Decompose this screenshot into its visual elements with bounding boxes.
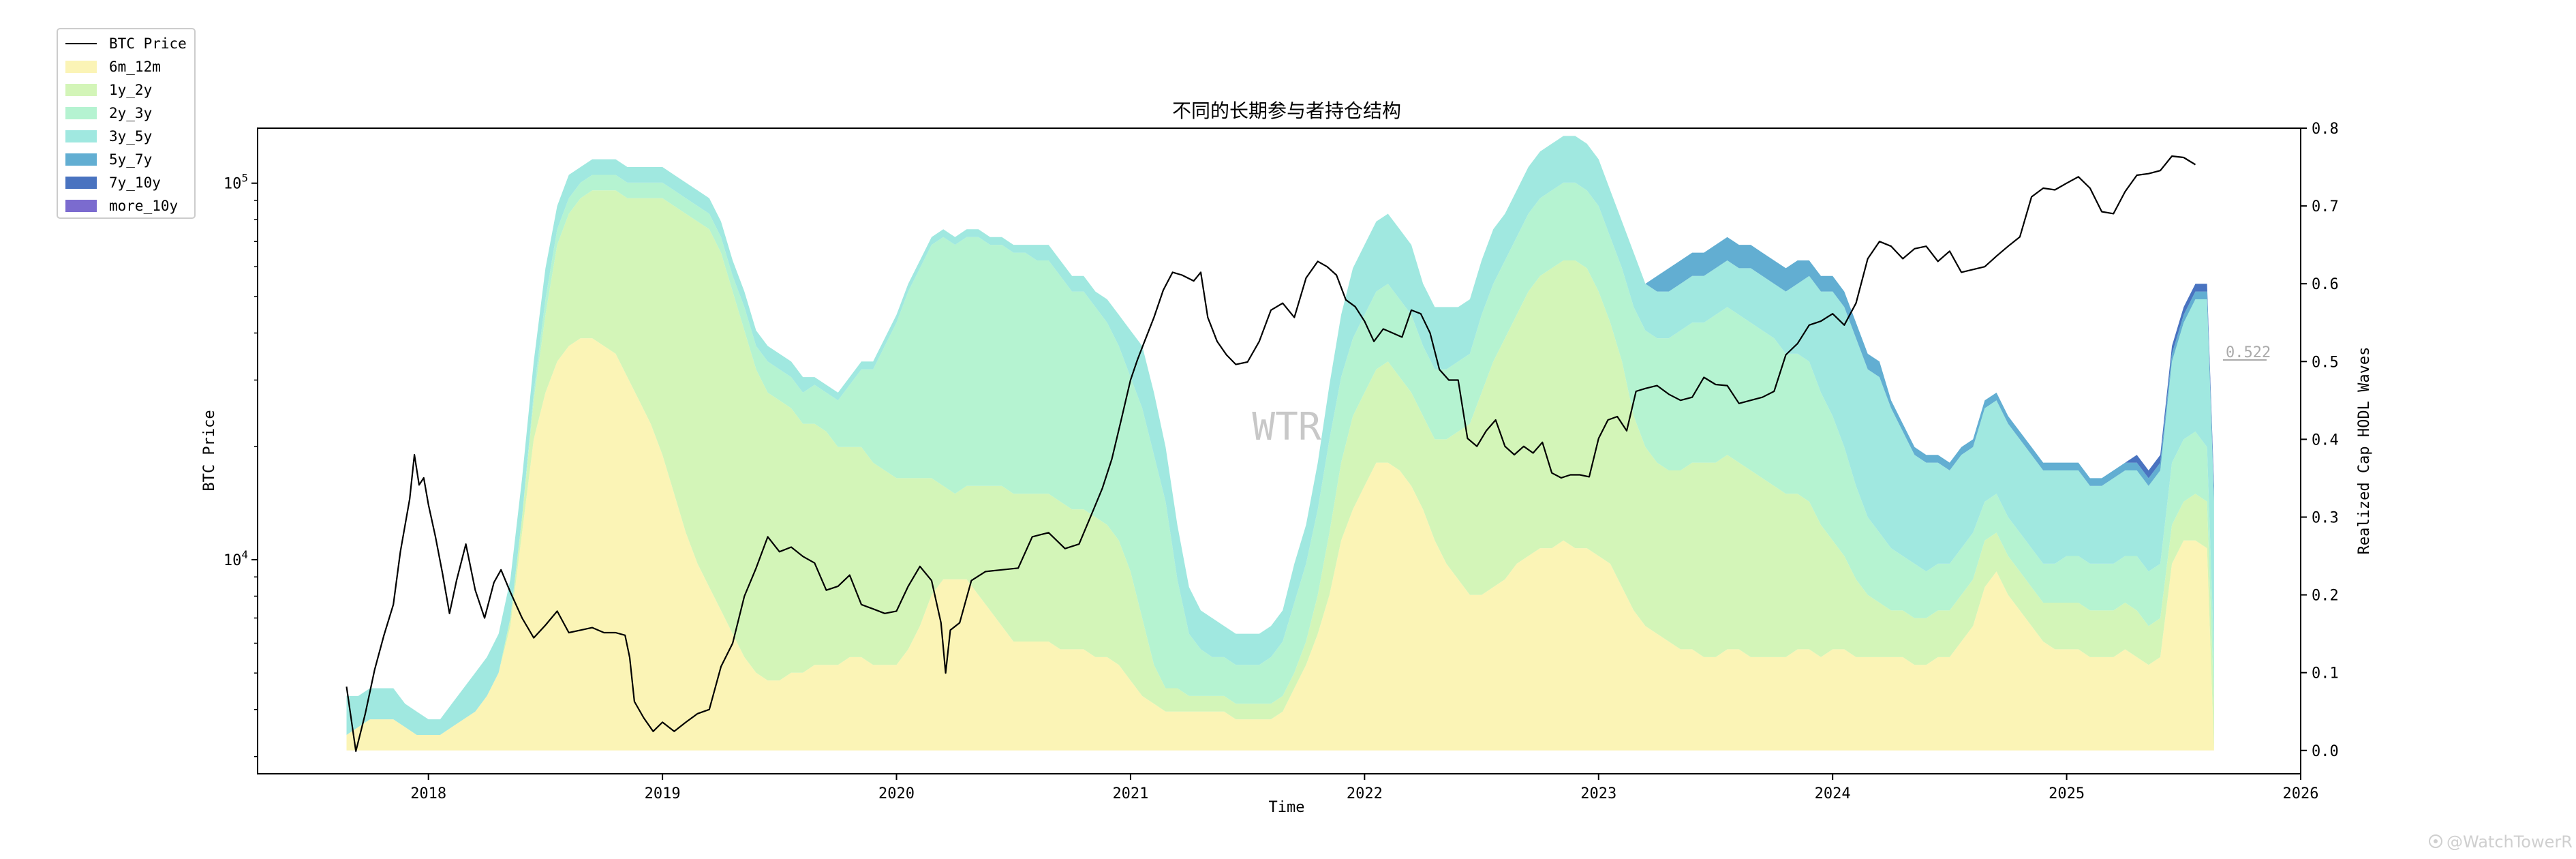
plot-frame — [257, 127, 2301, 774]
watermark-text: WTR — [1252, 405, 1321, 449]
x-tick-label-2018: 2018 — [410, 785, 446, 802]
legend-label-more_10y: more_10y — [109, 198, 178, 214]
right-tick-label-0.7: 0.7 — [2312, 198, 2339, 215]
x-axis-label: Time — [1269, 799, 1305, 816]
right-tick-label-0.4: 0.4 — [2312, 432, 2339, 449]
hodl-band-areas — [346, 136, 2214, 751]
footer-logo-dot — [2434, 839, 2438, 843]
band-2y_3y — [346, 175, 2214, 735]
legend-swatch-more_10y — [65, 200, 97, 212]
legend-swatch-2y_3y — [65, 107, 97, 119]
legend-swatch-6m_12m — [65, 61, 97, 73]
legend-swatch-1y_2y — [65, 84, 97, 96]
x-tick-label-2020: 2020 — [878, 785, 915, 802]
right-tick-label-0.6: 0.6 — [2312, 276, 2339, 293]
band-1y_2y — [346, 190, 2214, 751]
x-axis-ticks: 2018 2019 2020 2021 2022 2023 2024 2025 2026 — [410, 774, 2318, 802]
right-tick-label-0.0: 0.0 — [2312, 743, 2339, 760]
left-tick-label-5: 105 — [224, 172, 248, 193]
legend-label-btc-price: BTC Price — [109, 35, 187, 52]
right-axis-label: Realized Cap HODL Waves — [2356, 347, 2373, 555]
band-6m_12m — [346, 338, 2214, 751]
btc-price-line — [346, 155, 2196, 752]
footer-credit-text: @WatchTowerR — [2447, 832, 2573, 852]
right-axis-ticks: 0.0 0.1 0.2 0.3 0.4 0.5 0.6 0.7 0.8 — [2301, 121, 2339, 760]
x-tick-label-2026: 2026 — [2283, 785, 2319, 802]
right-tick-label-0.1: 0.1 — [2312, 665, 2339, 682]
legend-label-2y_3y: 2y_3y — [109, 105, 152, 121]
btc-price-line-group — [346, 155, 2196, 752]
x-tick-label-2019: 2019 — [645, 785, 681, 802]
x-tick-label-2024: 2024 — [1815, 785, 1851, 802]
right-tick-label-0.8: 0.8 — [2312, 121, 2339, 138]
chart-title: 不同的长期参与者持仓结构 — [1172, 100, 1401, 122]
footer-credit: @WatchTowerR — [2429, 832, 2573, 852]
right-tick-label-0.3: 0.3 — [2312, 509, 2339, 526]
left-tick-label-4: 104 — [224, 548, 248, 569]
x-tick-label-2022: 2022 — [1347, 785, 1383, 802]
legend-label-1y_2y: 1y_2y — [109, 82, 152, 98]
legend-swatch-5y_7y — [65, 153, 97, 166]
footer-logo-icon — [2429, 834, 2442, 848]
x-tick-label-2021: 2021 — [1112, 785, 1148, 802]
x-tick-label-2023: 2023 — [1580, 785, 1616, 802]
left-axis-ticks: 104 105 — [224, 172, 258, 757]
right-tick-label-0.5: 0.5 — [2312, 354, 2339, 371]
legend-box — [57, 28, 196, 219]
legend-swatch-7y_10y — [65, 177, 97, 189]
left-axis-label: BTC Price — [201, 410, 218, 491]
legend-label-6m_12m: 6m_12m — [109, 59, 161, 75]
right-tick-label-0.2: 0.2 — [2312, 588, 2339, 605]
x-tick-label-2025: 2025 — [2049, 785, 2085, 802]
legend: BTC Price 6m_12m 1y_2y 2y_3y 3y_5y 5y_7y 7y_10… — [57, 28, 196, 219]
legend-label-3y_5y: 3y_5y — [109, 128, 152, 145]
end-value-label: 0.522 — [2226, 344, 2271, 361]
legend-label-5y_7y: 5y_7y — [109, 151, 152, 168]
legend-swatch-3y_5y — [65, 130, 97, 142]
band-3y_5y — [346, 136, 2214, 735]
legend-label-7y_10y: 7y_10y — [109, 175, 161, 191]
